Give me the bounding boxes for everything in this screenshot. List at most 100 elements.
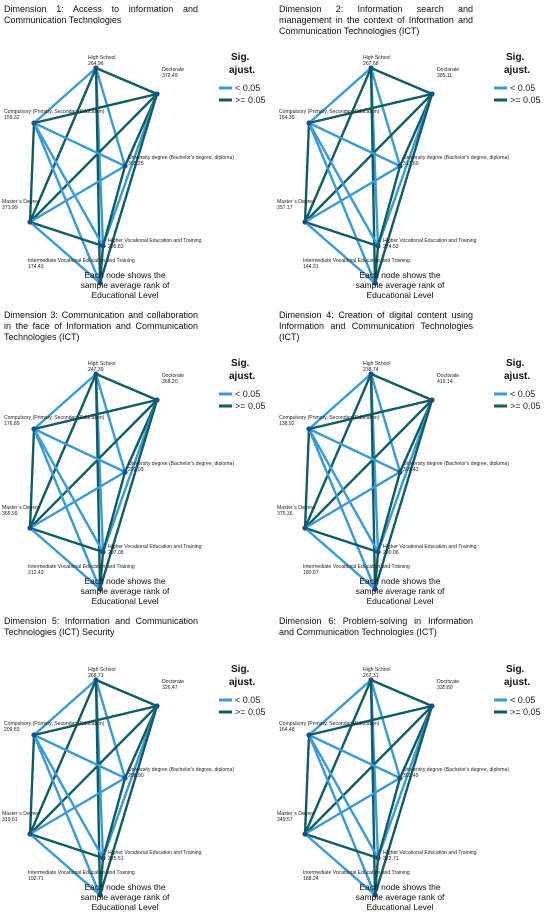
- node-mas: [302, 219, 308, 225]
- label-group: High School 267.31 Doctorate 335.80 Comp…: [277, 667, 509, 882]
- network-diagram: High School 264.96 Doctorate 372.49 Comp…: [2, 52, 266, 286]
- label-comp: Compulsory (Primary, Secondary Education…: [279, 415, 380, 421]
- panel-dimension-4: Dimension 4: Creation of digital content…: [275, 306, 550, 612]
- caption-line-3: Educational Level: [366, 902, 434, 912]
- label-hs: High School: [88, 667, 115, 673]
- edge-uni-hve: [376, 776, 402, 860]
- edge-group: [28, 678, 159, 897]
- label-comp: Compulsory (Primary, Secondary Education…: [4, 415, 105, 421]
- edge-hs-doc: [94, 66, 159, 96]
- legend-label-lt: < 0.05: [510, 695, 535, 705]
- edge-comp-hve: [307, 733, 380, 860]
- node-comp: [31, 120, 37, 126]
- edge-doc-comp: [32, 92, 159, 125]
- label-doc: Doctorate: [162, 67, 184, 73]
- rank-doc: 385.11: [437, 73, 452, 79]
- node-uni: [397, 469, 403, 475]
- edge-comp-hve: [32, 733, 105, 860]
- legend-label-lt: < 0.05: [235, 389, 260, 399]
- edge-hve-ive: [98, 550, 105, 591]
- panel-title: Dimension 6: Problem-solving in Informat…: [279, 616, 473, 637]
- rank-comp: 164.35: [279, 115, 295, 121]
- caption-line-3: Educational Level: [91, 902, 159, 912]
- edge-comp-mas: [28, 121, 36, 224]
- edge-doc-mas: [28, 398, 159, 530]
- label-hs: High School: [363, 667, 390, 673]
- edge-uni-mas: [303, 470, 402, 530]
- edge-hs-comp: [32, 678, 98, 737]
- edge-mas-hve: [303, 526, 380, 554]
- legend-title-line2: ajust.: [504, 677, 530, 688]
- rank-mas: 371.99: [2, 205, 18, 211]
- edge-doc-mas: [303, 704, 434, 836]
- node-ive: [97, 280, 103, 286]
- node-hs: [93, 677, 99, 683]
- edge-doc-mas: [303, 92, 434, 224]
- node-uni: [397, 163, 403, 169]
- label-ive: Intermediate Vocational Education and Tr…: [28, 258, 135, 264]
- edge-hs-mas: [303, 372, 373, 530]
- caption: Each node shows the sample average rank …: [315, 270, 485, 300]
- label-group: High School 264.96 Doctorate 372.49 Comp…: [2, 55, 234, 270]
- rank-hs: 268.71: [88, 673, 104, 679]
- edge-group: [303, 66, 434, 285]
- edge-doc-ive: [373, 92, 434, 285]
- legend-label-ge: >= 0.05: [510, 401, 541, 411]
- node-doc: [429, 91, 435, 97]
- edge-comp-mas: [303, 733, 311, 836]
- node-hve: [375, 243, 381, 249]
- rank-doc: 335.80: [437, 685, 453, 691]
- edge-comp-ive: [32, 427, 102, 591]
- node-group: [302, 65, 435, 286]
- edge-comp-uni: [307, 427, 402, 474]
- node-hs: [93, 65, 99, 71]
- legend-label-lt: < 0.05: [510, 389, 535, 399]
- label-ive: Intermediate Vocational Education and Tr…: [303, 870, 410, 876]
- edge-comp-ive: [307, 427, 377, 591]
- rank-uni: 309.43: [403, 467, 419, 473]
- legend-label-ge: >= 0.05: [510, 707, 541, 717]
- edge-doc-mas: [28, 704, 159, 836]
- caption: Each node shows the sample average rank …: [315, 882, 485, 912]
- edge-uni-mas: [303, 164, 402, 224]
- rank-mas: 375.36: [277, 511, 293, 517]
- label-doc: Doctorate: [437, 679, 459, 685]
- node-uni: [122, 775, 128, 781]
- rank-uni: 298.90: [128, 773, 144, 779]
- legend-label-ge: >= 0.05: [235, 95, 266, 105]
- panel-dimension-1: Dimension 1: Access to information and C…: [0, 0, 275, 306]
- legend-label-lt: < 0.05: [235, 695, 260, 705]
- rank-comp: 176.89: [4, 421, 20, 427]
- label-hs: High School: [363, 55, 390, 61]
- edge-doc-mas: [303, 398, 434, 530]
- node-uni: [122, 469, 128, 475]
- edge-hs-mas: [28, 66, 98, 224]
- legend-label-ge: >= 0.05: [235, 707, 266, 717]
- edge-comp-mas: [28, 427, 36, 530]
- caption-line-1: Each node shows the: [84, 576, 166, 586]
- edge-hs-ive: [94, 66, 102, 285]
- node-group: [27, 371, 160, 592]
- node-mas: [27, 219, 33, 225]
- label-hs: High School: [88, 361, 115, 367]
- edge-hs-doc: [369, 372, 434, 402]
- node-hve: [375, 855, 381, 861]
- edge-doc-hve: [376, 92, 434, 248]
- edge-mas-ive: [28, 220, 102, 285]
- node-hs: [368, 677, 374, 683]
- edge-hs-mas: [303, 66, 373, 224]
- edge-hve-ive: [373, 856, 380, 897]
- label-doc: Doctorate: [437, 67, 459, 73]
- rank-uni: 305.25: [128, 161, 144, 167]
- edge-mas-ive: [28, 526, 102, 591]
- label-doc: Doctorate: [437, 373, 459, 379]
- rank-ive: 188.24: [303, 876, 319, 882]
- edge-comp-hve: [32, 121, 105, 248]
- panel-title: Dimension 5: Information and Communicati…: [4, 616, 198, 637]
- rank-ive: 212.43: [28, 570, 44, 576]
- label-hve: Higher Vocational Education and Training: [108, 544, 202, 550]
- legend-label-lt: < 0.05: [235, 83, 260, 93]
- caption: Each node shows the sample average rank …: [40, 882, 210, 912]
- edge-hs-mas: [303, 678, 373, 836]
- legend-title-line1: Sig.: [506, 358, 525, 369]
